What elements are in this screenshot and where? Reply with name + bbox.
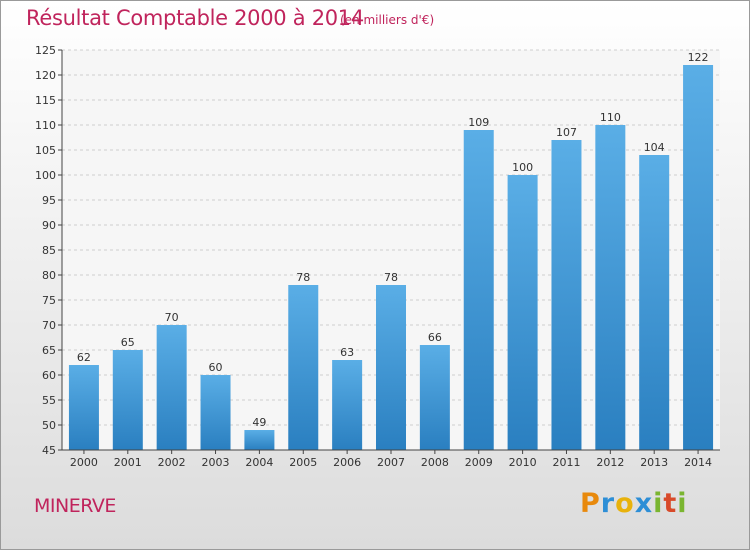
y-tick-label: 65 [42,344,56,357]
bar-value-label: 107 [556,126,577,139]
y-tick-label: 85 [42,244,56,257]
logo-letter: i [677,488,688,519]
bar-value-label: 109 [468,116,489,129]
bar [156,325,187,450]
bar [683,65,714,450]
x-tick-label: 2014 [684,456,712,469]
bar-value-label: 65 [121,336,135,349]
y-tick-label: 110 [35,119,56,132]
x-tick-label: 2010 [509,456,537,469]
y-tick-label: 115 [35,94,56,107]
bar-value-label: 62 [77,351,91,364]
x-tick-label: 2009 [465,456,493,469]
logo-letter: x [634,488,654,519]
x-tick-label: 2005 [289,456,317,469]
y-tick-label: 105 [35,144,56,157]
y-tick-label: 100 [35,169,56,182]
bar-value-label: 110 [600,111,621,124]
bar [595,125,626,450]
x-tick-label: 2008 [421,456,449,469]
bar-value-label: 100 [512,161,533,174]
chart-title: Résultat Comptable 2000 à 2014 [26,6,364,30]
y-tick-label: 90 [42,219,56,232]
y-tick-label: 55 [42,394,56,407]
logo-letter: r [600,488,616,519]
x-tick-label: 2012 [596,456,624,469]
bar-value-label: 104 [644,141,665,154]
bar [68,365,99,450]
x-tick-label: 2002 [158,456,186,469]
bar [332,360,363,450]
bar [419,345,450,450]
y-tick-label: 70 [42,319,56,332]
bar-value-label: 78 [296,271,310,284]
x-tick-label: 2004 [245,456,273,469]
bar [639,155,670,450]
y-tick-label: 80 [42,269,56,282]
proxiti-logo: Proxiti [580,488,688,519]
bar [244,430,275,450]
x-tick-label: 2006 [333,456,361,469]
bar [288,285,319,450]
town-name: MINERVE [34,495,116,517]
logo-letter: P [580,488,601,519]
y-tick-label: 125 [35,44,56,57]
y-tick-label: 60 [42,369,56,382]
bar [463,130,494,450]
y-tick-label: 45 [42,444,56,457]
y-tick-label: 120 [35,69,56,82]
bar-value-label: 78 [384,271,398,284]
bar [200,375,231,450]
bar [507,175,538,450]
logo-letter: o [615,488,635,519]
bar-value-label: 49 [252,416,266,429]
x-tick-label: 2013 [640,456,668,469]
chart-subtitle: (en milliers d'€) [340,13,435,27]
x-tick-label: 2000 [70,456,98,469]
x-tick-label: 2003 [202,456,230,469]
x-tick-label: 2007 [377,456,405,469]
bar-value-label: 70 [165,311,179,324]
bar [551,140,582,450]
y-tick-label: 75 [42,294,56,307]
bar-value-label: 66 [428,331,442,344]
x-tick-label: 2011 [552,456,580,469]
y-tick-label: 95 [42,194,56,207]
bar-value-label: 63 [340,346,354,359]
logo-letter: i [653,488,664,519]
bar-value-label: 60 [209,361,223,374]
bar [112,350,143,450]
y-tick-label: 50 [42,419,56,432]
x-tick-label: 2001 [114,456,142,469]
logo-letter: t [663,488,678,519]
bar-value-label: 122 [688,51,709,64]
bar [376,285,406,450]
